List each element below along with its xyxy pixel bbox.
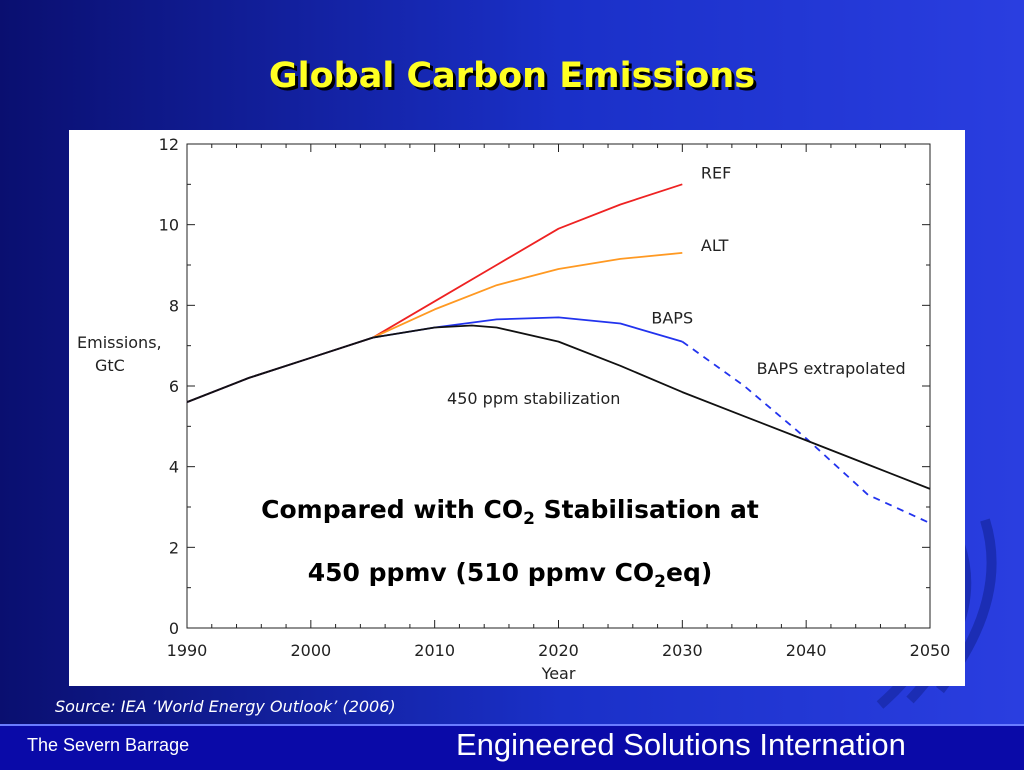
footer-presentation-title: The Severn Barrage (27, 735, 190, 755)
y-tick-label: 2 (169, 538, 179, 557)
y-tick-label: 10 (159, 216, 179, 235)
stabilisation-note-line1: Compared with CO2 Stabilisation at (150, 495, 870, 529)
y-tick-label: 6 (169, 377, 179, 396)
series-line-4 (186, 324, 931, 490)
source-citation: Source: IEA ‘World Energy Outlook’ (2006… (55, 697, 396, 716)
series-label-4: 450 ppm stabilization (447, 389, 620, 408)
series-label-2: BAPS (651, 308, 693, 327)
note-text: Compared with CO (261, 495, 524, 524)
x-tick-label: 2030 (662, 641, 703, 660)
series-label-0: REF (701, 163, 731, 182)
note-text: Stabilisation at (534, 495, 759, 524)
emissions-line-chart: 0 2 4 6 8 10 12 1990 2000 2010 2020 2030 2040 2050 Yea… (77, 135, 951, 683)
x-tick-label: 2000 (290, 641, 331, 660)
y-axis-title: Emissions, (77, 333, 162, 352)
series-line-0 (186, 183, 683, 403)
stabilisation-note-line2: 450 ppmv (510 ppmv CO2eq) (150, 558, 870, 592)
y-tick-label: 12 (159, 135, 179, 154)
series-label-3: BAPS extrapolated (757, 359, 906, 378)
series-line-3 (681, 340, 931, 524)
x-tick-label: 2010 (414, 641, 455, 660)
y-tick-label: 0 (169, 619, 179, 638)
chart-panel: 0 2 4 6 8 10 12 1990 2000 2010 2020 2030 2040 2050 Yea… (69, 130, 965, 686)
y-tick-label: 4 (169, 458, 179, 477)
x-tick-label: 2040 (786, 641, 827, 660)
x-tick-label: 2050 (910, 641, 951, 660)
footer-bar (0, 724, 1024, 770)
note-text: 450 ppmv (510 ppmv CO (307, 558, 655, 587)
note-subscript: 2 (523, 509, 535, 529)
note-subscript: 2 (654, 572, 667, 592)
x-axis-title: Year (541, 664, 576, 683)
series-label-1: ALT (701, 236, 729, 255)
y-tick-label: 8 (169, 296, 179, 315)
plot-frame (186, 143, 931, 629)
slide-title: Global Carbon Emissions (268, 56, 756, 96)
x-tick-label: 1990 (167, 641, 208, 660)
x-tick-label: 2020 (538, 641, 579, 660)
note-text: eq) (666, 558, 713, 587)
footer-company-name: Engineered Solutions Internation (456, 727, 906, 762)
y-axis-title: GtC (95, 356, 125, 375)
